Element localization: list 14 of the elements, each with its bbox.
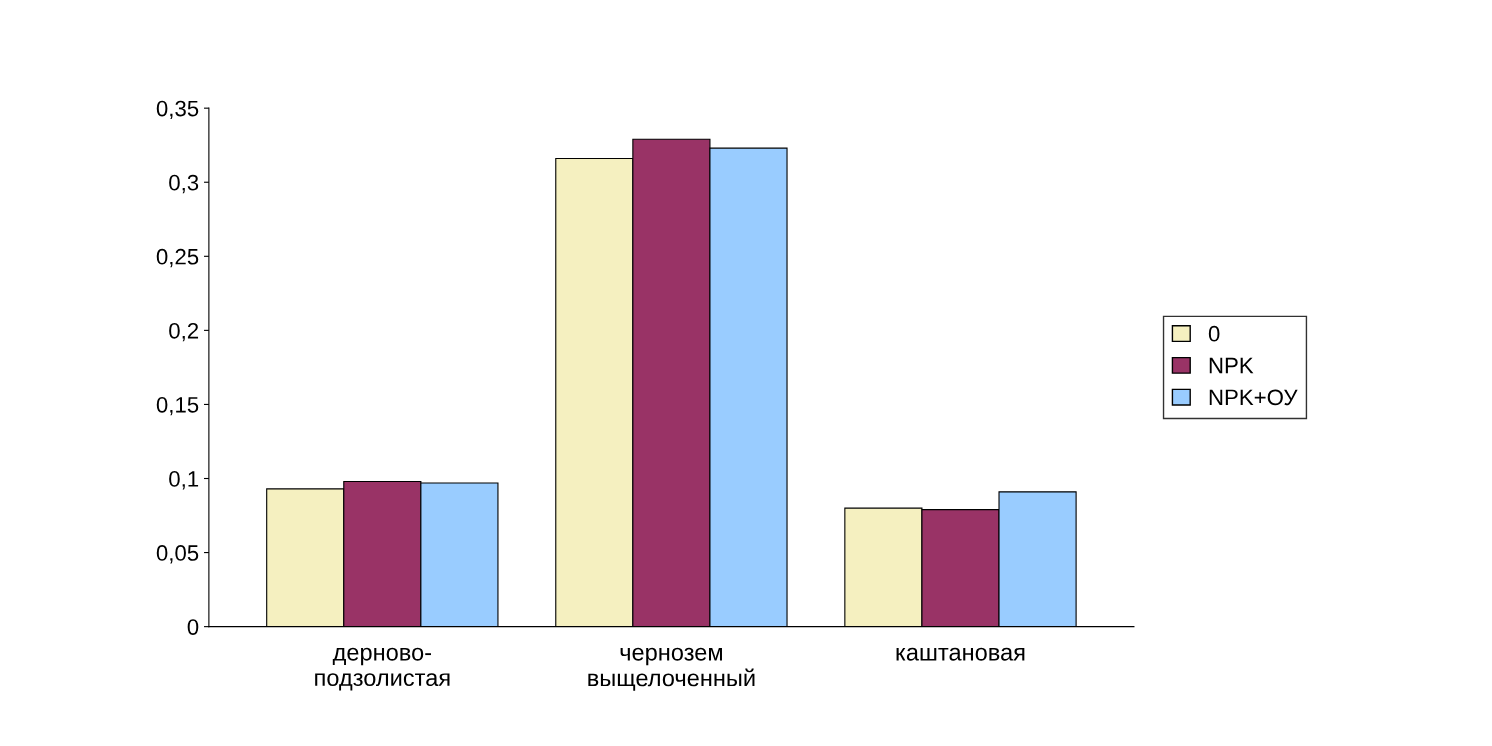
y-tick-label: 0,15 xyxy=(156,396,199,416)
y-tick-label: 0,3 xyxy=(169,174,199,194)
y-tick-label: 0,05 xyxy=(156,545,199,564)
y-tick-label: 0 xyxy=(187,619,199,635)
legend-label: NPK+ОУ xyxy=(1209,389,1298,406)
y-tick-label: 0,2 xyxy=(169,322,199,342)
y-tick-label: 0,25 xyxy=(156,248,199,268)
legend-label: NPK xyxy=(1209,357,1254,374)
y-tick-label: 0,1 xyxy=(169,471,199,490)
legend-label: 0 xyxy=(1208,325,1220,342)
x-tick-label: чернозем выщелоченный xyxy=(588,647,755,691)
x-tick-label: дерново- подзолистая xyxy=(315,647,450,691)
y-tick-label: 0,35 xyxy=(156,100,199,120)
x-tick-label: каштановая xyxy=(896,647,1025,661)
